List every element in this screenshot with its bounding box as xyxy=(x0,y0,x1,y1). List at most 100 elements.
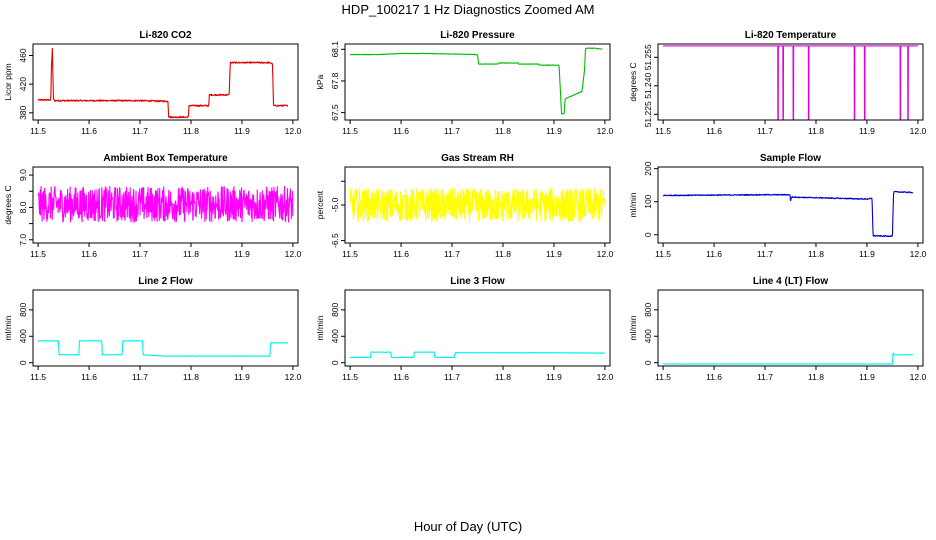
panel-5: Sample Flow 11.5 11.6 11.7 11.8 11.9 12.0 0 100 2… xyxy=(628,153,926,259)
panel-title-0: Li-820 CO2 xyxy=(139,30,192,41)
panel-title-5: Sample Flow xyxy=(760,153,821,164)
series-line-3 xyxy=(37,185,294,223)
xtick-label-2-3: 11.8 xyxy=(808,126,824,136)
xtick-label-4-5: 12.0 xyxy=(597,249,614,259)
ytick-label-4-1: -5.0 xyxy=(330,197,340,212)
figure-title: HDP_100217 1 Hz Diagnostics Zoomed AM xyxy=(342,2,595,17)
xtick-label-2-2: 11.7 xyxy=(757,126,773,136)
panel-title-1: Li-820 Pressure xyxy=(440,30,515,41)
xtick-label-0-1: 11.6 xyxy=(81,126,97,136)
xtick-label-0-0: 11.5 xyxy=(30,126,46,136)
xtick-label-2-1: 11.6 xyxy=(706,126,722,136)
ytick-label-1-2: 68.1 xyxy=(330,41,340,58)
xtick-label-3-4: 11.9 xyxy=(234,249,250,259)
ylabel-0: Licor ppm xyxy=(3,63,13,100)
series-line-6 xyxy=(37,340,289,357)
xtick-label-4-3: 11.8 xyxy=(495,249,511,259)
xtick-label-1-3: 11.8 xyxy=(495,126,511,136)
xtick-label-4-2: 11.7 xyxy=(444,249,460,259)
panel-title-6: Line 2 Flow xyxy=(138,276,193,287)
panel-2: Li-820 Temperature 11.5 11.6 11.7 11.8 11.9 12… xyxy=(628,30,926,136)
xtick-label-1-1: 11.6 xyxy=(393,126,409,136)
ytick-label-8-0: 0 xyxy=(643,360,653,365)
ylabel-6: ml/min xyxy=(3,315,13,340)
ytick-label-5-0: 0 xyxy=(643,232,653,237)
xtick-label-7-2: 11.7 xyxy=(444,372,460,382)
plot-frame-1 xyxy=(344,43,611,121)
ytick-label-7-0: 0 xyxy=(330,360,340,365)
ytick-label-6-1: 400 xyxy=(18,329,28,343)
series-line-7 xyxy=(349,351,606,359)
xtick-label-0-5: 12.0 xyxy=(285,126,302,136)
ylabel-3: degrees C xyxy=(3,185,13,224)
panel-7: Line 3 Flow 11.5 11.6 11.7 11.8 11.9 12.0 0 400 8… xyxy=(315,276,613,382)
panels-grid: Li-820 CO2 11.5 11.6 11.7 11.8 11.9 12.0 380 420… xyxy=(3,30,926,382)
plot-frame-0 xyxy=(32,43,299,121)
panel-4: Gas Stream RH 11.5 11.6 11.7 11.8 11.9 12.0 -6.… xyxy=(315,153,613,259)
ytick-label-7-2: 800 xyxy=(330,302,340,316)
xtick-label-4-4: 11.9 xyxy=(546,249,562,259)
panel-title-7: Line 3 Flow xyxy=(450,276,505,287)
ytick-label-2-2: 51.255 xyxy=(643,44,653,70)
xtick-label-2-5: 12.0 xyxy=(910,126,927,136)
xtick-label-1-5: 12.0 xyxy=(597,126,614,136)
panel-0: Li-820 CO2 11.5 11.6 11.7 11.8 11.9 12.0 380 420… xyxy=(3,30,301,136)
ytick-label-3-4: 9.0 xyxy=(18,169,28,181)
xtick-label-8-2: 11.7 xyxy=(757,372,773,382)
xtick-label-5-2: 11.7 xyxy=(757,249,773,259)
xtick-label-3-1: 11.6 xyxy=(81,249,97,259)
ylabel-8: ml/min xyxy=(628,315,638,340)
xtick-label-2-4: 11.9 xyxy=(859,126,875,136)
ytick-label-2-0: 51.225 xyxy=(643,101,653,127)
ytick-label-0-1: 420 xyxy=(18,77,28,91)
panel-title-8: Line 4 (LT) Flow xyxy=(753,276,829,287)
ytick-label-3-2: 8.0 xyxy=(18,201,28,213)
xtick-label-1-4: 11.9 xyxy=(546,126,562,136)
ytick-label-8-2: 800 xyxy=(643,302,653,316)
ytick-label-6-2: 800 xyxy=(18,302,28,316)
panel-title-4: Gas Stream RH xyxy=(441,153,514,164)
xtick-label-8-3: 11.8 xyxy=(808,372,824,382)
panel-1: Li-820 Pressure 11.5 11.6 11.7 11.8 11.9 12.0 6… xyxy=(315,30,613,136)
xtick-label-8-4: 11.9 xyxy=(859,372,875,382)
xtick-label-4-0: 11.5 xyxy=(342,249,358,259)
xtick-label-6-1: 11.6 xyxy=(81,372,97,382)
xtick-label-8-1: 11.6 xyxy=(706,372,722,382)
xtick-label-5-5: 12.0 xyxy=(910,249,927,259)
ylabel-5: ml/min xyxy=(628,192,638,217)
xtick-label-1-2: 11.7 xyxy=(444,126,460,136)
plot-frame-5 xyxy=(657,166,924,244)
plot-frame-8 xyxy=(657,289,924,367)
ytick-label-4-0: -6.5 xyxy=(330,233,340,248)
series-line-0 xyxy=(37,47,289,119)
panel-title-2: Li-820 Temperature xyxy=(745,30,837,41)
xtick-label-6-2: 11.7 xyxy=(132,372,148,382)
series-line-8 xyxy=(662,352,914,365)
xtick-label-3-2: 11.7 xyxy=(132,249,148,259)
xtick-label-5-4: 11.9 xyxy=(859,249,875,259)
xtick-label-3-5: 12.0 xyxy=(285,249,302,259)
ytick-label-0-2: 460 xyxy=(18,48,28,62)
plot-frame-6 xyxy=(32,289,299,367)
ytick-label-3-0: 7.0 xyxy=(18,234,28,246)
ylabel-4: percent xyxy=(315,190,325,219)
xtick-label-7-0: 11.5 xyxy=(342,372,358,382)
xtick-label-6-5: 12.0 xyxy=(285,372,302,382)
plot-frame-3 xyxy=(32,166,299,244)
xtick-label-7-1: 11.6 xyxy=(393,372,409,382)
xtick-label-7-5: 12.0 xyxy=(597,372,614,382)
xtick-label-0-2: 11.7 xyxy=(132,126,148,136)
figure-xlabel: Hour of Day (UTC) xyxy=(414,519,522,534)
series-line-5 xyxy=(662,190,914,238)
ytick-label-1-0: 67.5 xyxy=(330,104,340,121)
xtick-label-2-0: 11.5 xyxy=(655,126,671,136)
xtick-label-5-3: 11.8 xyxy=(808,249,824,259)
panel-8: Line 4 (LT) Flow 11.5 11.6 11.7 11.8 11.9 12.0… xyxy=(628,276,926,382)
ytick-label-7-1: 400 xyxy=(330,329,340,343)
ytick-label-1-1: 67.8 xyxy=(330,72,340,89)
xtick-label-3-0: 11.5 xyxy=(30,249,46,259)
ylabel-1: kPa xyxy=(315,74,325,89)
ytick-label-2-1: 51.240 xyxy=(643,73,653,99)
xtick-label-0-4: 11.9 xyxy=(234,126,250,136)
ylabel-7: ml/min xyxy=(315,315,325,340)
